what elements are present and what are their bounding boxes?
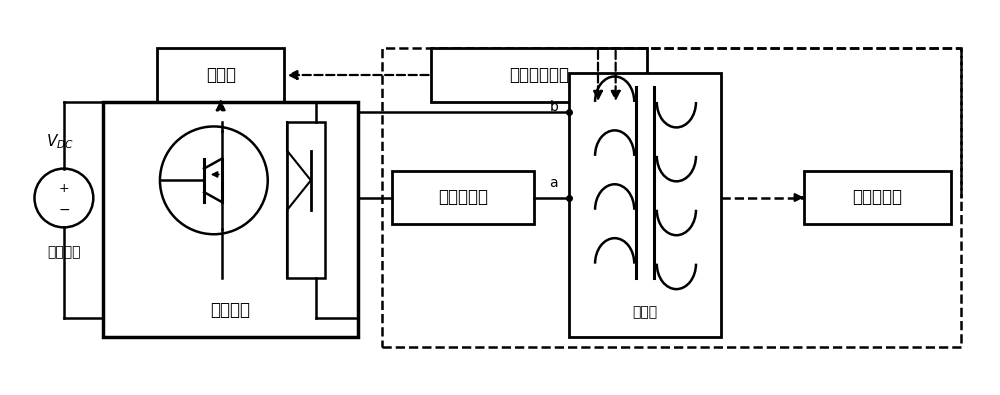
FancyBboxPatch shape (569, 73, 720, 337)
FancyBboxPatch shape (431, 48, 647, 102)
Text: $V_{DC}$: $V_{DC}$ (46, 132, 74, 151)
FancyBboxPatch shape (392, 171, 534, 224)
Text: 信号采集装置: 信号采集装置 (509, 66, 569, 84)
Text: 电压互感器: 电压互感器 (852, 188, 902, 207)
Text: 开关电路: 开关电路 (210, 301, 250, 319)
Text: +: + (59, 182, 69, 195)
FancyBboxPatch shape (287, 122, 325, 278)
FancyBboxPatch shape (157, 48, 284, 102)
Text: b: b (549, 100, 558, 114)
Text: a: a (550, 176, 558, 190)
FancyBboxPatch shape (103, 102, 358, 337)
Text: 电流互感器: 电流互感器 (438, 188, 488, 207)
Text: 直流电源: 直流电源 (47, 245, 81, 259)
Text: 变压器: 变压器 (632, 306, 657, 320)
FancyBboxPatch shape (804, 171, 951, 224)
Text: −: − (58, 203, 70, 217)
Text: 控制器: 控制器 (206, 66, 236, 84)
